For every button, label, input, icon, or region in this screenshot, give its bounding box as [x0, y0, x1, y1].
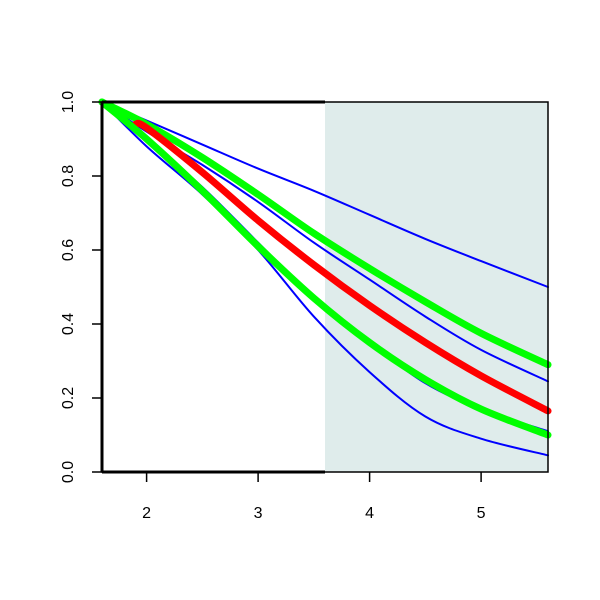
x-tick-label: 2	[142, 505, 151, 522]
shaded-region	[325, 102, 548, 472]
y-tick-label: 0.2	[60, 387, 77, 409]
x-tick-label: 3	[254, 505, 263, 522]
y-tick-label: 0.0	[60, 461, 77, 483]
series-line-1	[101, 101, 549, 288]
axes-layer: 2 3 4 5 0.0 0.2 0.4 0.6 0.8 1.0	[60, 91, 549, 522]
series-line-4	[101, 101, 549, 457]
y-tick-label: 0.8	[60, 165, 77, 187]
series-line-5	[98, 98, 552, 369]
y-tick-label: 0.4	[60, 313, 77, 335]
series-line-6	[131, 119, 552, 415]
series-layer	[98, 98, 552, 457]
series-line-7	[98, 98, 552, 439]
x-tick-label: 4	[365, 505, 374, 522]
y-tick-label: 1.0	[60, 91, 77, 113]
y-tick-label: 0.6	[60, 239, 77, 261]
x-tick-label: 5	[477, 505, 486, 522]
